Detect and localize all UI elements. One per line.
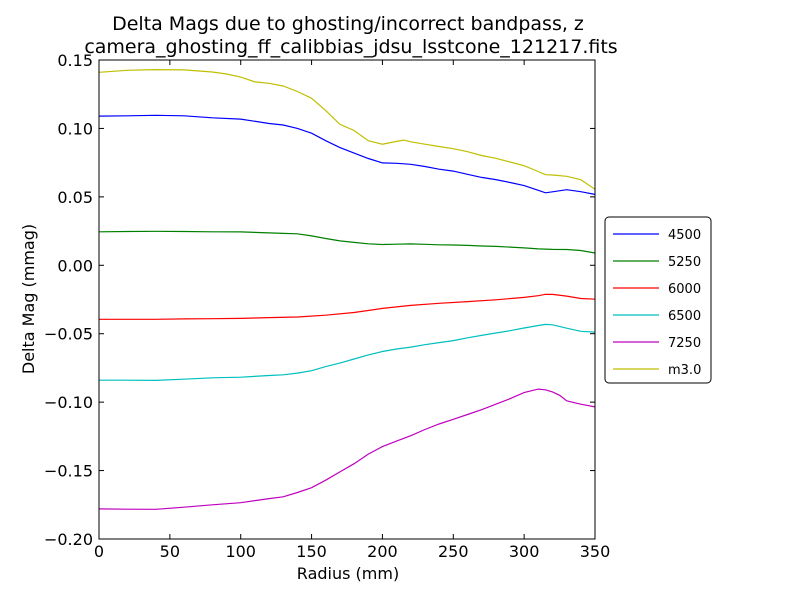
chart-title-line-1: Delta Mags due to ghosting/incorrect ban… <box>112 13 584 35</box>
series-line-5250 <box>99 230 595 254</box>
x-tick-label: 200 <box>367 542 398 561</box>
x-tick-label: 100 <box>225 542 256 561</box>
y-axis-label: Delta Mag (mmag) <box>19 224 38 374</box>
plot-area <box>98 59 596 540</box>
y-tick-label: −0.20 <box>44 530 93 549</box>
legend-label-5250: 5250 <box>668 255 701 270</box>
legend-label-7250: 7250 <box>668 336 701 351</box>
series-line-4500 <box>99 114 595 195</box>
x-tick-label: 250 <box>438 542 469 561</box>
x-tick-label: 300 <box>509 542 540 561</box>
series-line-m3.0 <box>99 68 595 190</box>
x-tick-label: 350 <box>580 542 611 561</box>
legend-label-6500: 6500 <box>668 309 701 324</box>
x-tick-label: 50 <box>160 542 180 561</box>
series-line-6000 <box>99 293 595 320</box>
y-tick-label: 0.15 <box>57 51 93 70</box>
series-line-7250 <box>99 388 595 510</box>
legend-label-6000: 6000 <box>668 282 701 297</box>
chart-title-line-2: camera_ghosting_ff_calibbias_jdsu_lsstco… <box>84 36 617 58</box>
series-line-6500 <box>99 323 595 382</box>
legend: 4500 5250 6000 6500 7250 m3.0 <box>604 216 712 384</box>
y-tick-label: −0.15 <box>44 462 93 481</box>
y-tick-label: −0.10 <box>44 393 93 412</box>
y-tick-label: 0.05 <box>57 188 93 207</box>
legend-label-4500: 4500 <box>668 228 701 243</box>
x-axis-label: Radius (mm) <box>297 564 399 583</box>
y-tick-label: 0.10 <box>57 119 93 138</box>
legend-label-m3.0: m3.0 <box>668 363 701 378</box>
x-tick-label: 0 <box>94 542 104 561</box>
x-tick-label: 150 <box>296 542 327 561</box>
y-tick-label: −0.05 <box>44 325 93 344</box>
y-tick-label: 0.00 <box>57 256 93 275</box>
